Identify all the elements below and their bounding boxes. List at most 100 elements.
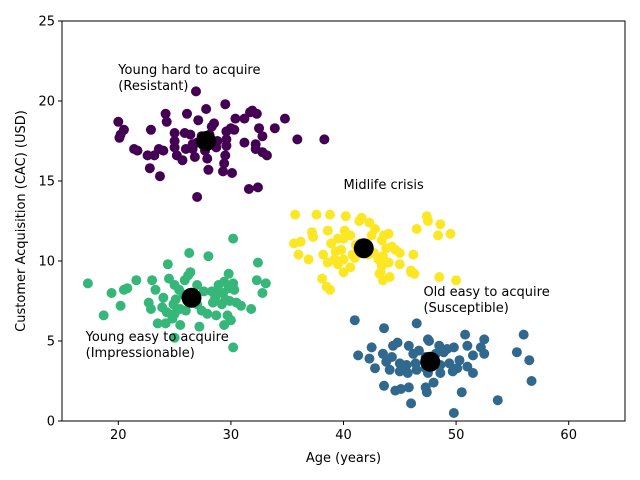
data-point <box>180 305 191 316</box>
data-point <box>243 184 254 194</box>
data-point <box>332 259 343 270</box>
data-point <box>229 124 240 135</box>
data-point <box>190 86 201 97</box>
data-point <box>193 115 204 126</box>
data-point <box>447 366 458 377</box>
data-point <box>169 142 180 153</box>
data-point <box>435 368 446 378</box>
cluster-centroid <box>196 131 217 151</box>
data-point <box>218 166 229 177</box>
data-point <box>394 366 405 377</box>
data-point <box>324 209 335 220</box>
data-point <box>154 171 165 182</box>
data-point <box>122 283 133 294</box>
data-point <box>375 267 386 278</box>
data-point <box>82 278 93 289</box>
data-point <box>467 368 478 378</box>
data-point <box>462 340 473 351</box>
data-point <box>220 99 231 110</box>
data-point <box>394 248 405 258</box>
data-point <box>353 350 364 361</box>
data-point <box>317 273 328 284</box>
data-point <box>158 292 169 303</box>
data-point <box>177 155 188 166</box>
data-point <box>381 356 392 367</box>
data-point <box>216 299 227 310</box>
data-point <box>98 310 109 321</box>
data-point <box>448 342 459 353</box>
data-point <box>376 235 387 246</box>
x-tick-label: 60 <box>560 428 577 443</box>
data-point <box>206 121 217 132</box>
data-point <box>345 230 356 241</box>
cluster-annotation: Young easy to acquire (Impressionable) <box>85 330 229 361</box>
data-point <box>162 259 173 270</box>
y-tick-label: 20 <box>38 95 55 110</box>
data-point <box>161 307 172 318</box>
data-point <box>251 275 262 286</box>
data-point <box>142 150 153 161</box>
data-point <box>229 284 240 295</box>
data-point <box>467 350 478 361</box>
data-point <box>207 297 218 308</box>
data-point <box>279 113 290 124</box>
data-point <box>383 228 394 239</box>
data-point <box>150 284 161 295</box>
data-point <box>257 288 268 298</box>
data-point <box>252 257 263 268</box>
data-point <box>239 137 250 148</box>
data-point <box>189 152 200 162</box>
data-point <box>379 380 390 391</box>
data-point <box>194 321 205 332</box>
centroid-layer <box>181 131 441 372</box>
data-point <box>144 163 155 174</box>
y-axis-ticks: 0 5 10 15 20 25 <box>38 15 62 430</box>
data-point <box>261 150 272 161</box>
x-axis-ticks: 20 30 40 50 60 <box>110 421 577 443</box>
data-point <box>524 355 535 366</box>
data-point <box>401 360 412 370</box>
cluster-annotation: Old easy to acquire (Susceptible) <box>423 285 549 316</box>
data-point <box>370 363 381 374</box>
data-point <box>185 129 196 140</box>
data-point <box>219 158 230 169</box>
data-point <box>308 232 319 242</box>
data-point <box>239 113 250 124</box>
data-point <box>228 233 239 244</box>
data-point <box>336 244 347 255</box>
data-point <box>444 358 455 369</box>
data-point <box>132 145 143 156</box>
x-tick-label: 50 <box>448 428 465 443</box>
data-point <box>422 216 433 226</box>
data-point <box>175 320 186 330</box>
cluster-centroid <box>353 238 374 259</box>
data-point <box>163 273 174 284</box>
data-point <box>169 332 180 343</box>
data-point <box>318 249 329 260</box>
data-point <box>421 387 432 398</box>
data-point <box>462 361 473 372</box>
data-point <box>434 272 445 282</box>
data-point <box>511 347 522 358</box>
data-point <box>192 280 203 290</box>
data-point <box>402 368 413 378</box>
data-point <box>356 212 367 223</box>
y-tick-label: 15 <box>38 175 55 190</box>
data-point <box>406 398 417 409</box>
data-point <box>428 377 439 388</box>
points-layer <box>82 86 537 418</box>
data-point <box>293 249 304 260</box>
data-point <box>246 304 257 314</box>
cluster-annotation: Young hard to acquire (Resistant) <box>117 63 260 94</box>
data-point <box>460 329 471 340</box>
data-point <box>181 108 192 119</box>
cluster-centroid <box>420 351 441 372</box>
data-point <box>322 225 333 236</box>
data-point <box>260 278 271 289</box>
data-point <box>303 254 314 265</box>
data-point <box>179 275 190 286</box>
data-point <box>518 329 529 340</box>
data-point <box>225 315 236 326</box>
data-point <box>269 123 280 134</box>
data-point <box>451 275 462 286</box>
